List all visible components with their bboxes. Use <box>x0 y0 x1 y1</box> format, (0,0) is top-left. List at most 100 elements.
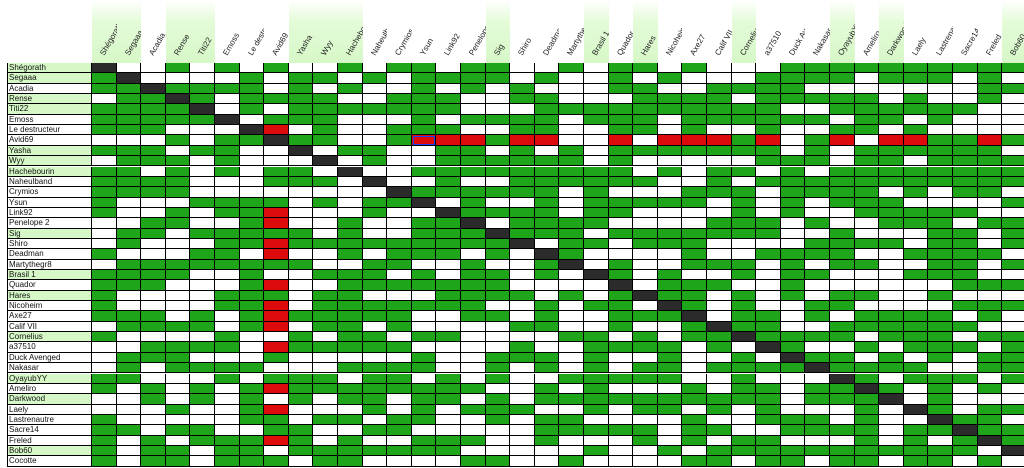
grid-cell[interactable] <box>608 249 634 260</box>
row-header[interactable]: Calif VII <box>7 321 92 333</box>
grid-cell[interactable] <box>215 218 240 229</box>
grid-cell[interactable] <box>313 373 338 384</box>
grid-cell[interactable] <box>633 63 658 74</box>
grid-cell[interactable] <box>805 342 830 353</box>
grid-cell[interactable] <box>731 145 757 157</box>
grid-cell[interactable] <box>215 456 240 467</box>
row-header[interactable]: Duck Avenged <box>7 352 92 364</box>
grid-cell[interactable] <box>879 435 904 446</box>
grid-cell[interactable] <box>387 363 412 374</box>
grid-cell[interactable] <box>805 270 830 281</box>
grid-cell[interactable] <box>288 145 314 157</box>
grid-cell[interactable] <box>338 228 363 239</box>
grid-cell[interactable] <box>485 145 511 157</box>
row-header[interactable]: Le destructeur <box>7 125 92 136</box>
grid-cell[interactable] <box>116 94 142 105</box>
grid-cell[interactable] <box>313 414 338 426</box>
grid-cell[interactable] <box>756 145 781 157</box>
grid-cell[interactable] <box>854 94 880 105</box>
grid-cell[interactable] <box>411 290 437 302</box>
grid-cell[interactable] <box>239 383 265 395</box>
grid-cell[interactable] <box>387 145 412 157</box>
grid-cell[interactable] <box>510 228 535 239</box>
grid-cell[interactable] <box>190 197 215 208</box>
grid-cell[interactable] <box>510 218 535 229</box>
grid-cell[interactable] <box>362 342 388 353</box>
grid-cell[interactable] <box>165 249 191 260</box>
grid-cell[interactable] <box>657 301 683 312</box>
grid-cell[interactable] <box>977 63 1003 74</box>
grid-cell[interactable] <box>756 114 781 126</box>
grid-cell[interactable] <box>264 197 289 208</box>
grid-cell[interactable] <box>682 63 707 74</box>
grid-cell[interactable] <box>288 342 314 353</box>
grid-cell[interactable] <box>92 425 117 436</box>
grid-cell[interactable] <box>953 228 978 239</box>
column-header[interactable]: Sacre14 <box>953 0 977 63</box>
grid-cell[interactable] <box>707 425 732 436</box>
grid-cell[interactable] <box>461 145 486 157</box>
grid-cell[interactable] <box>830 63 855 74</box>
grid-cell[interactable] <box>903 352 929 364</box>
grid-cell[interactable] <box>780 218 806 229</box>
grid-cell[interactable] <box>461 383 486 395</box>
grid-cell[interactable] <box>584 135 609 146</box>
grid-cell[interactable] <box>510 456 535 467</box>
grid-cell[interactable] <box>141 104 166 115</box>
grid-cell[interactable] <box>510 259 535 270</box>
grid-cell[interactable] <box>928 290 953 302</box>
grid-cell[interactable] <box>116 176 142 188</box>
grid-cell[interactable] <box>707 270 732 281</box>
grid-cell[interactable] <box>215 363 240 374</box>
grid-cell[interactable] <box>288 249 314 260</box>
column-header[interactable]: Calif VII <box>707 0 731 63</box>
grid-cell[interactable] <box>977 135 1003 146</box>
grid-cell[interactable] <box>190 73 215 84</box>
grid-cell[interactable] <box>682 156 707 167</box>
grid-cell[interactable] <box>928 352 953 364</box>
grid-cell[interactable] <box>190 156 215 167</box>
grid-cell[interactable] <box>510 311 535 322</box>
grid-cell[interactable] <box>461 83 486 95</box>
grid-cell[interactable] <box>1002 301 1024 312</box>
grid-cell[interactable] <box>436 425 461 436</box>
grid-cell[interactable] <box>953 435 978 446</box>
grid-cell[interactable] <box>288 414 314 426</box>
grid-cell[interactable] <box>854 259 880 270</box>
grid-cell[interactable] <box>879 414 904 426</box>
grid-cell[interactable] <box>436 373 461 384</box>
grid-cell[interactable] <box>239 321 265 333</box>
grid-cell[interactable] <box>559 270 584 281</box>
grid-cell[interactable] <box>756 73 781 84</box>
grid-cell[interactable] <box>313 63 338 74</box>
grid-cell[interactable] <box>165 311 191 322</box>
grid-cell[interactable] <box>879 383 904 395</box>
grid-cell[interactable] <box>682 425 707 436</box>
grid-cell[interactable] <box>854 301 880 312</box>
grid-cell[interactable] <box>190 280 215 291</box>
grid-cell[interactable] <box>362 352 388 364</box>
grid-cell[interactable] <box>707 176 732 188</box>
grid-cell[interactable] <box>288 435 314 446</box>
grid-cell[interactable] <box>92 456 117 467</box>
grid-cell[interactable] <box>461 414 486 426</box>
grid-cell[interactable] <box>928 218 953 229</box>
column-header[interactable]: Darkwood <box>879 0 904 63</box>
grid-cell[interactable] <box>953 270 978 281</box>
grid-cell[interactable] <box>362 456 388 467</box>
grid-cell[interactable] <box>264 435 289 446</box>
grid-cell[interactable] <box>707 135 732 146</box>
grid-cell[interactable] <box>682 259 707 270</box>
grid-cell[interactable] <box>657 394 683 405</box>
grid-cell[interactable] <box>436 456 461 467</box>
grid-cell[interactable] <box>977 394 1003 405</box>
grid-cell[interactable] <box>682 290 707 302</box>
grid-cell[interactable] <box>707 166 732 177</box>
grid-cell[interactable] <box>92 363 117 374</box>
grid-cell[interactable] <box>387 270 412 281</box>
grid-cell[interactable] <box>657 332 683 343</box>
row-header[interactable]: Shiro <box>7 238 92 250</box>
grid-cell[interactable] <box>313 363 338 374</box>
grid-cell[interactable] <box>633 228 658 239</box>
grid-cell[interactable] <box>116 135 142 146</box>
